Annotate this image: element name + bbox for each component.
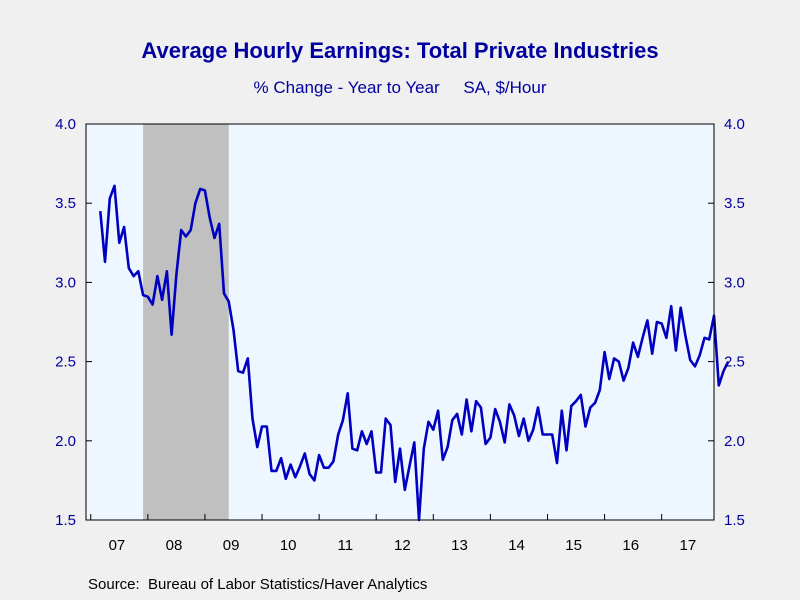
x-tick-label: 17 — [679, 537, 696, 554]
axis-labels: 1.5 1.5 2.0 2.0 2.5 2.5 3.0 3.0 3.5 3.5 4.0 4.0 07 08… — [55, 116, 745, 554]
x-tick-label: 07 — [109, 537, 126, 554]
y-tick-label-right: 1.5 — [724, 512, 745, 529]
y-tick-label-right: 3.5 — [724, 195, 745, 212]
y-tick-label-right: 2.5 — [724, 354, 745, 371]
y-tick-label-right: 2.0 — [724, 433, 745, 450]
y-tick-label-left: 1.5 — [55, 512, 76, 529]
x-tick-label: 16 — [622, 537, 639, 554]
chart-subtitle: % Change - Year to Year SA, $/Hour — [253, 78, 547, 97]
x-tick-label: 08 — [166, 537, 183, 554]
x-tick-label: 14 — [508, 537, 525, 554]
x-tick-label: 13 — [451, 537, 468, 554]
x-tick-label: 10 — [280, 537, 297, 554]
chart-title: Average Hourly Earnings: Total Private I… — [141, 38, 659, 63]
x-tick-label: 15 — [565, 537, 582, 554]
source-note: Source: Bureau of Labor Statistics/Haver… — [88, 576, 428, 593]
x-tick-label: 09 — [223, 537, 240, 554]
y-tick-label-left: 3.5 — [55, 195, 76, 212]
recession-shading — [143, 124, 229, 520]
y-tick-label-left: 4.0 — [55, 116, 76, 133]
x-tick-label: 11 — [337, 537, 353, 554]
y-tick-label-left: 2.5 — [55, 354, 76, 371]
series-line — [99, 184, 730, 522]
y-tick-label-right: 3.0 — [724, 274, 745, 291]
plot-frame — [85, 123, 715, 521]
y-tick-label-left: 3.0 — [55, 274, 76, 291]
y-tick-label-right: 4.0 — [724, 116, 745, 133]
x-tick-label: 12 — [394, 537, 411, 554]
y-tick-label-left: 2.0 — [55, 433, 76, 450]
